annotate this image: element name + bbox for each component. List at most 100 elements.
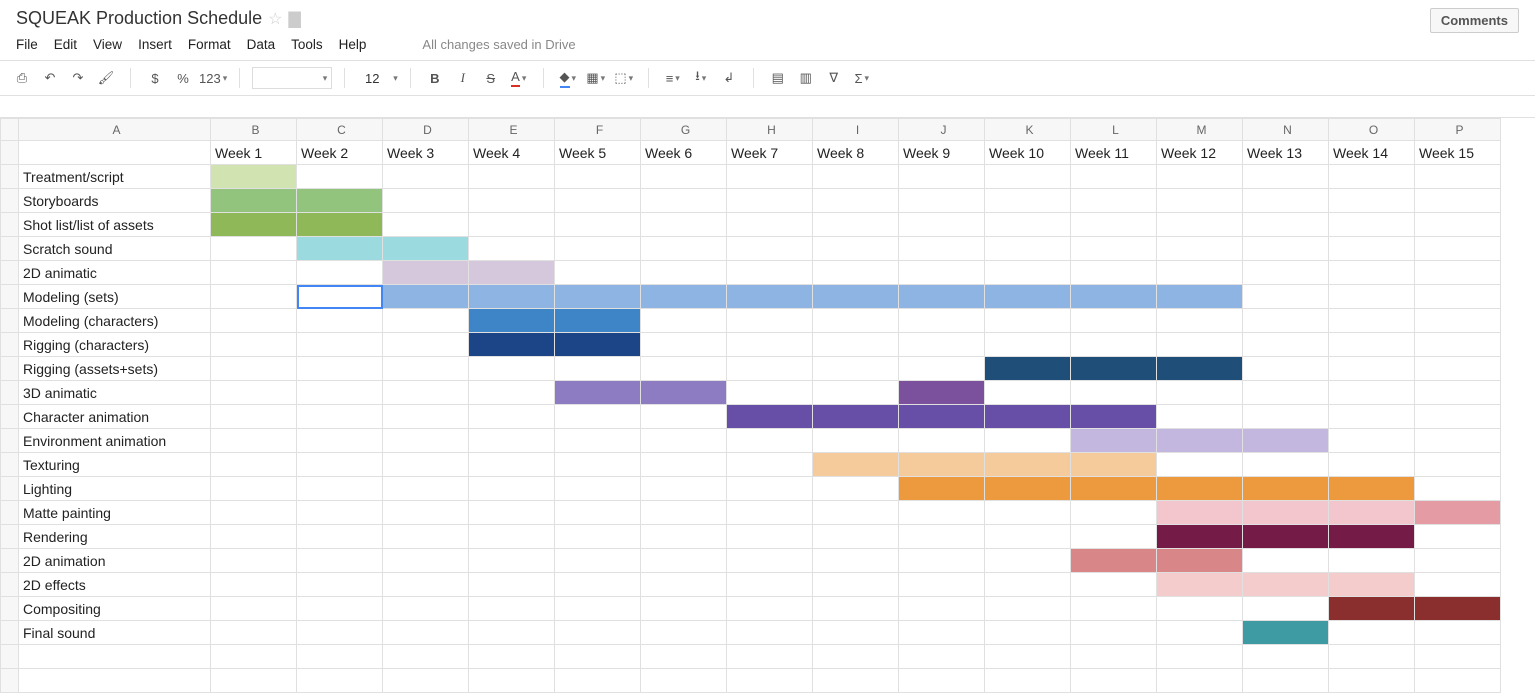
gantt-cell[interactable] (899, 453, 985, 477)
gantt-cell[interactable] (985, 285, 1071, 309)
col-header-J[interactable]: J (899, 119, 985, 141)
gantt-cell[interactable] (1243, 309, 1329, 333)
gantt-cell[interactable] (641, 357, 727, 381)
gantt-cell[interactable] (469, 621, 555, 645)
gantt-cell[interactable] (727, 429, 813, 453)
gantt-cell[interactable] (1071, 405, 1157, 429)
blank-cell[interactable] (211, 645, 297, 669)
gantt-cell[interactable] (297, 453, 383, 477)
blank-cell[interactable] (1243, 669, 1329, 693)
blank-cell[interactable] (985, 645, 1071, 669)
gantt-cell[interactable] (727, 309, 813, 333)
blank-cell[interactable] (727, 669, 813, 693)
gantt-cell[interactable] (1157, 333, 1243, 357)
gantt-cell[interactable] (985, 357, 1071, 381)
week-header[interactable]: Week 8 (813, 141, 899, 165)
blank-cell[interactable] (297, 645, 383, 669)
gantt-cell[interactable] (899, 357, 985, 381)
task-label[interactable]: Modeling (sets) (19, 285, 211, 309)
gantt-cell[interactable] (985, 381, 1071, 405)
blank-cell[interactable] (1329, 669, 1415, 693)
gantt-cell[interactable] (383, 165, 469, 189)
comments-button[interactable]: Comments (1430, 8, 1519, 33)
gantt-cell[interactable] (383, 477, 469, 501)
gantt-cell[interactable] (469, 285, 555, 309)
col-header-O[interactable]: O (1329, 119, 1415, 141)
gantt-cell[interactable] (1329, 501, 1415, 525)
col-header-H[interactable]: H (727, 119, 813, 141)
gantt-cell[interactable] (1157, 429, 1243, 453)
borders-button[interactable]: ▦▾ (584, 66, 608, 90)
week-header[interactable]: Week 3 (383, 141, 469, 165)
gantt-cell[interactable] (985, 261, 1071, 285)
gantt-cell[interactable] (1157, 549, 1243, 573)
gantt-cell[interactable] (727, 573, 813, 597)
gantt-cell[interactable] (1243, 261, 1329, 285)
gantt-cell[interactable] (1243, 549, 1329, 573)
gantt-cell[interactable] (641, 189, 727, 213)
gantt-cell[interactable] (469, 477, 555, 501)
gantt-cell[interactable] (211, 261, 297, 285)
gantt-cell[interactable] (899, 429, 985, 453)
gantt-cell[interactable] (555, 453, 641, 477)
gantt-cell[interactable] (211, 453, 297, 477)
gantt-cell[interactable] (1329, 189, 1415, 213)
gantt-cell[interactable] (813, 333, 899, 357)
gantt-cell[interactable] (1157, 453, 1243, 477)
col-header-M[interactable]: M (1157, 119, 1243, 141)
gantt-cell[interactable] (899, 597, 985, 621)
menu-insert[interactable]: Insert (138, 37, 172, 52)
decimals-button[interactable]: 123▾ (199, 66, 227, 90)
gantt-cell[interactable] (1329, 429, 1415, 453)
gantt-cell[interactable] (727, 285, 813, 309)
gantt-cell[interactable] (641, 309, 727, 333)
gantt-cell[interactable] (1071, 357, 1157, 381)
gantt-cell[interactable] (899, 573, 985, 597)
gantt-cell[interactable] (1243, 189, 1329, 213)
gantt-cell[interactable] (899, 333, 985, 357)
task-label[interactable]: Environment animation (19, 429, 211, 453)
gantt-cell[interactable] (727, 501, 813, 525)
task-label[interactable]: Matte painting (19, 501, 211, 525)
task-label[interactable]: Lighting (19, 477, 211, 501)
filter-icon[interactable]: ∇ (822, 66, 846, 90)
week-header[interactable]: Week 5 (555, 141, 641, 165)
gantt-cell[interactable] (469, 237, 555, 261)
blank-cell[interactable] (1071, 645, 1157, 669)
gantt-cell[interactable] (1415, 525, 1501, 549)
gantt-cell[interactable] (297, 237, 383, 261)
gantt-cell[interactable] (1071, 189, 1157, 213)
gantt-cell[interactable] (555, 525, 641, 549)
blank-cell[interactable] (1415, 645, 1501, 669)
gantt-cell[interactable] (727, 405, 813, 429)
gantt-cell[interactable] (641, 261, 727, 285)
blank-cell[interactable] (641, 645, 727, 669)
row-header[interactable] (1, 261, 19, 285)
blank-cell[interactable] (1243, 645, 1329, 669)
gantt-cell[interactable] (1243, 237, 1329, 261)
redo-icon[interactable]: ↷ (66, 66, 90, 90)
percent-button[interactable]: % (171, 66, 195, 90)
week-header[interactable]: Week 14 (1329, 141, 1415, 165)
gantt-cell[interactable] (1243, 573, 1329, 597)
functions-button[interactable]: Σ▾ (850, 66, 874, 90)
gantt-cell[interactable] (297, 477, 383, 501)
col-header-I[interactable]: I (813, 119, 899, 141)
menu-format[interactable]: Format (188, 37, 231, 52)
gantt-cell[interactable] (899, 189, 985, 213)
task-label[interactable]: Modeling (characters) (19, 309, 211, 333)
gantt-cell[interactable] (1071, 333, 1157, 357)
star-icon[interactable]: ☆ (268, 9, 282, 29)
gantt-cell[interactable] (1157, 213, 1243, 237)
gantt-cell[interactable] (211, 429, 297, 453)
gantt-cell[interactable] (555, 405, 641, 429)
gantt-cell[interactable] (813, 261, 899, 285)
gantt-cell[interactable] (383, 429, 469, 453)
row-header[interactable] (1, 237, 19, 261)
gantt-cell[interactable] (813, 357, 899, 381)
gantt-cell[interactable] (1329, 357, 1415, 381)
col-header-C[interactable]: C (297, 119, 383, 141)
gantt-cell[interactable] (1071, 549, 1157, 573)
gantt-cell[interactable] (1157, 237, 1243, 261)
gantt-cell[interactable] (1071, 621, 1157, 645)
